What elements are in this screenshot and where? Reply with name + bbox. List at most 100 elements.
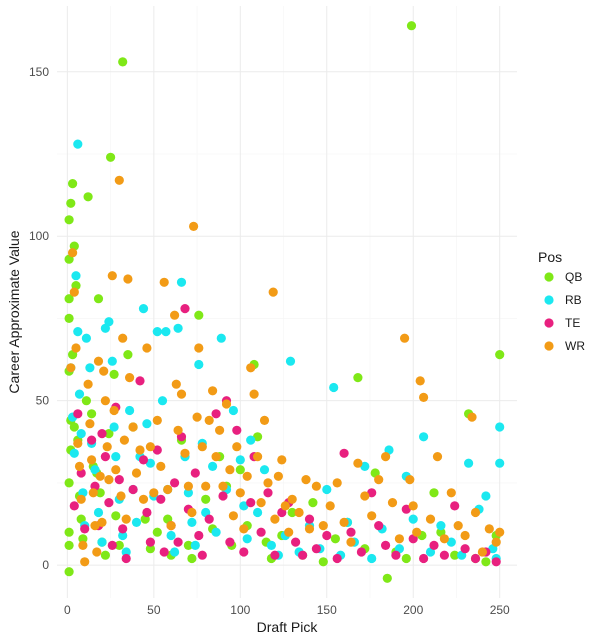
- data-point-te: [118, 524, 128, 534]
- data-point-rb: [131, 517, 142, 528]
- data-point-rb: [69, 448, 79, 458]
- data-point-wr: [73, 438, 83, 448]
- data-point-rb: [495, 458, 505, 468]
- data-point-wr: [99, 366, 109, 376]
- data-point-te: [156, 494, 166, 504]
- data-point-te: [194, 530, 204, 541]
- data-point-wr: [246, 363, 256, 373]
- data-point-te: [104, 498, 114, 508]
- data-point-rb: [97, 537, 107, 547]
- data-point-rb: [239, 501, 249, 511]
- data-point-wr: [197, 442, 207, 452]
- data-point-te: [322, 530, 332, 541]
- data-point-rb: [157, 396, 168, 406]
- data-point-qb: [187, 553, 197, 564]
- data-point-rb: [285, 356, 296, 366]
- data-point-wr: [415, 376, 425, 386]
- data-point-qb: [152, 527, 162, 537]
- data-point-qb: [69, 422, 79, 432]
- data-point-te: [332, 553, 342, 564]
- data-point-te: [391, 550, 401, 560]
- data-point-wr: [118, 333, 128, 343]
- data-point-wr: [273, 471, 283, 481]
- data-point-qb: [318, 557, 328, 567]
- data-point-qb: [68, 179, 78, 189]
- data-point-wr: [284, 527, 294, 537]
- data-point-wr: [114, 175, 124, 185]
- data-point-te: [439, 550, 449, 560]
- data-point-qb: [429, 488, 439, 498]
- data-point-te: [470, 553, 481, 564]
- data-point-te: [339, 448, 349, 458]
- data-point-rb: [145, 458, 155, 468]
- data-point-qb: [83, 192, 93, 202]
- data-point-rb: [138, 304, 149, 314]
- data-point-wr: [80, 557, 90, 567]
- data-point-wr: [66, 363, 76, 373]
- series-wr: [66, 175, 505, 567]
- data-point-rb: [322, 484, 332, 495]
- data-point-rb: [125, 405, 135, 416]
- x-axis-title: Draft Pick: [257, 619, 319, 635]
- data-point-te: [197, 550, 207, 560]
- data-point-rb: [73, 139, 83, 149]
- data-point-wr: [149, 488, 159, 498]
- data-point-qb: [64, 478, 74, 488]
- x-tick-label: 200: [403, 603, 423, 617]
- data-point-wr: [277, 455, 287, 465]
- data-point-wr: [400, 333, 410, 343]
- data-point-wr: [339, 517, 349, 528]
- data-point-wr: [69, 287, 79, 297]
- data-point-qb: [201, 494, 211, 504]
- data-point-rb: [211, 527, 221, 537]
- data-point-wr: [102, 442, 112, 452]
- data-point-wr: [253, 452, 263, 462]
- data-point-te: [225, 537, 235, 547]
- data-point-te: [211, 409, 221, 419]
- legend-key-te: [544, 318, 554, 328]
- data-point-wr: [71, 343, 81, 353]
- data-point-te: [142, 507, 152, 518]
- data-point-wr: [152, 415, 162, 425]
- data-point-rb: [216, 333, 226, 343]
- data-point-te: [232, 425, 242, 435]
- data-point-wr: [353, 458, 363, 468]
- data-point-rb: [107, 356, 117, 366]
- data-point-te: [180, 304, 190, 314]
- data-point-wr: [304, 524, 315, 534]
- data-point-wr: [170, 310, 180, 320]
- data-point-wr: [387, 498, 398, 508]
- data-point-wr: [477, 547, 487, 557]
- data-point-qb: [118, 57, 128, 67]
- data-point-rb: [481, 491, 491, 501]
- data-point-te: [367, 488, 377, 498]
- y-tick-label: 50: [36, 394, 50, 408]
- data-point-qb: [64, 215, 74, 225]
- data-point-wr: [121, 514, 131, 524]
- data-point-wr: [92, 547, 102, 557]
- data-point-wr: [74, 461, 85, 471]
- data-point-wr: [187, 507, 197, 518]
- data-point-wr: [145, 442, 155, 452]
- data-point-rb: [329, 382, 339, 393]
- data-point-rb: [190, 540, 200, 551]
- x-tick-label: 250: [490, 603, 510, 617]
- data-point-rb: [152, 327, 162, 337]
- data-point-te: [298, 550, 308, 560]
- y-axis-title: Career Approximate Value: [6, 230, 22, 393]
- data-point-qb: [64, 567, 74, 577]
- data-point-qb: [145, 544, 155, 554]
- data-point-wr: [259, 415, 270, 425]
- data-point-rb: [242, 534, 252, 544]
- data-point-wr: [90, 521, 100, 531]
- data-point-qb: [87, 409, 97, 419]
- data-point-wr: [228, 511, 238, 521]
- data-point-rb: [183, 488, 193, 498]
- data-point-wr: [242, 471, 252, 481]
- data-point-te: [346, 527, 356, 537]
- data-point-qb: [64, 527, 74, 537]
- data-point-wr: [249, 389, 259, 399]
- data-point-rb: [93, 507, 104, 518]
- data-point-rb: [173, 323, 183, 333]
- data-point-wr: [491, 537, 501, 547]
